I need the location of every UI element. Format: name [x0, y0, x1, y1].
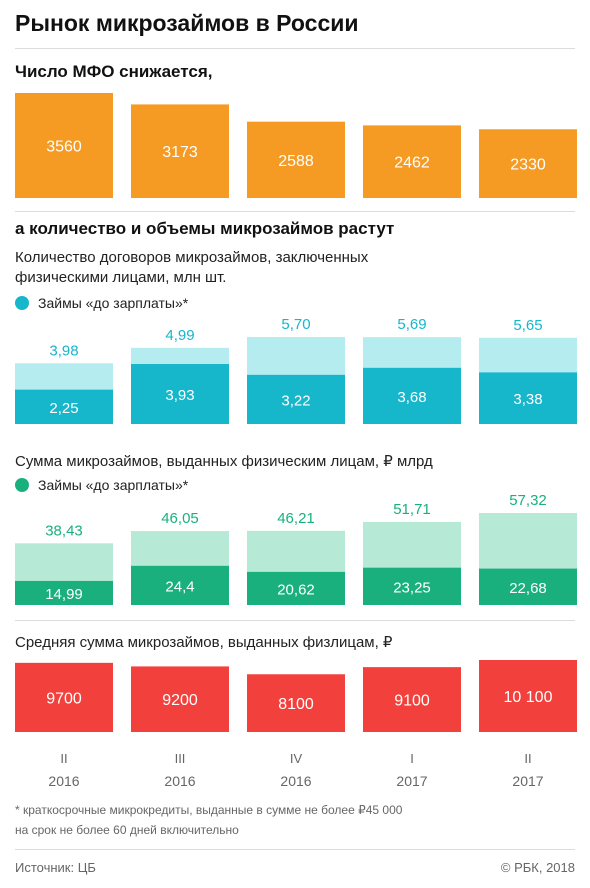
count-payday-label: 2,25 [49, 400, 78, 417]
mfo-bar-label: 2588 [278, 153, 314, 170]
x-tick-quarter: II [60, 751, 67, 766]
count-legend-label: Займы «до зарплаты»* [38, 295, 189, 311]
x-tick-year: 2016 [48, 773, 79, 789]
sum-payday-label: 24,4 [165, 578, 194, 595]
count-payday-bar [15, 389, 113, 424]
x-tick-year: 2016 [164, 773, 195, 789]
count-payday-label: 3,38 [513, 391, 542, 408]
count-payday-bar [479, 372, 577, 424]
mfo-bar-label: 2330 [510, 157, 546, 174]
footnote-line-2: на срок не более 60 дней включительно [15, 823, 239, 837]
mfo-bar [363, 125, 461, 198]
sum-total-label: 46,21 [277, 510, 315, 527]
sum-payday-bar [247, 571, 345, 605]
mfo-bar [131, 104, 229, 198]
count-total-label: 5,70 [281, 316, 310, 333]
sum-payday-bar [479, 568, 577, 605]
count-total-label: 5,69 [397, 316, 426, 333]
mfo-bar [15, 93, 113, 198]
sum-total-label: 51,71 [393, 501, 431, 518]
avg-bar-label: 9100 [394, 693, 430, 710]
mfo-bar-label: 2462 [394, 155, 430, 172]
copyright-label: © РБК, 2018 [500, 860, 575, 875]
mfo-bar [247, 121, 345, 198]
sum-payday-label: 14,99 [45, 586, 83, 603]
mfo-bar-label: 3173 [162, 144, 198, 161]
sum-legend: Займы «до зарплаты»* [15, 475, 188, 495]
x-tick-quarter: II [524, 751, 531, 766]
count-total-label: 3,98 [49, 342, 78, 359]
sum-total-label: 38,43 [45, 522, 83, 539]
x-tick-quarter: IV [290, 751, 303, 766]
avg-bar [363, 667, 461, 732]
mfo-chart-title: Число МФО снижается, [15, 62, 213, 81]
sum-total-label: 57,32 [509, 492, 547, 509]
avg-chart-title: Средняя сумма микрозаймов, выданных физл… [15, 634, 393, 651]
x-tick-year: 2016 [280, 773, 311, 789]
footer-divider [15, 849, 575, 850]
x-tick-quarter: I [410, 751, 414, 766]
count-payday-label: 3,93 [165, 387, 194, 404]
sum-payday-bar [131, 565, 229, 605]
count-chart-title: Количество договоров микрозаймов, заключ… [15, 249, 369, 286]
sum-total-label: 46,05 [161, 510, 199, 527]
x-tick-quarter: III [175, 751, 186, 766]
avg-bar [15, 662, 113, 732]
avg-bar-label: 10 100 [504, 689, 553, 706]
title-divider [15, 48, 575, 49]
sum-payday-label: 22,68 [509, 580, 547, 597]
x-tick-year: 2017 [396, 773, 427, 789]
page-title: Рынок микрозаймов в России [15, 10, 359, 36]
sum-payday-bar [15, 580, 113, 605]
count-payday-bar [131, 364, 229, 424]
avg-bar-label: 9700 [46, 690, 82, 707]
avg-bar [131, 666, 229, 732]
mfo-bar-label: 3560 [46, 139, 82, 156]
sum-chart-title: Сумма микрозаймов, выданных физическим л… [15, 453, 433, 470]
footnote: * краткосрочные микрокредиты, выданные в… [15, 800, 535, 840]
x-tick-year: 2017 [512, 773, 543, 789]
count-payday-label: 3,22 [281, 392, 310, 409]
count-payday-bar [247, 374, 345, 424]
section-divider [15, 620, 575, 621]
legend-dot-icon [15, 478, 29, 492]
legend-dot-icon [15, 296, 29, 310]
avg-bar [479, 660, 577, 732]
charts-canvas: 3560 3173 2588 2462 2330 3,98 2,25 4,99 3,93 5,70… [15, 93, 577, 789]
source-label: Источник: ЦБ [15, 860, 96, 875]
avg-bar-label: 8100 [278, 696, 314, 713]
sum-payday-label: 23,25 [393, 579, 431, 596]
sum-legend-label: Займы «до зарплаты»* [38, 477, 189, 493]
section-divider [15, 211, 575, 212]
footnote-line-1: * краткосрочные микрокредиты, выданные в… [15, 803, 403, 817]
avg-bar [247, 674, 345, 732]
sum-payday-label: 20,62 [277, 581, 315, 598]
count-total-label: 5,65 [513, 317, 542, 334]
count-payday-label: 3,68 [397, 389, 426, 406]
avg-bar-label: 9200 [162, 692, 198, 709]
mfo-bar [479, 129, 577, 198]
count-legend: Займы «до зарплаты»* [15, 293, 188, 313]
count-payday-bar [363, 367, 461, 424]
sum-payday-bar [363, 567, 461, 605]
growth-section-title: а количество и объемы микрозаймов растут [15, 219, 395, 238]
count-total-label: 4,99 [165, 327, 194, 344]
